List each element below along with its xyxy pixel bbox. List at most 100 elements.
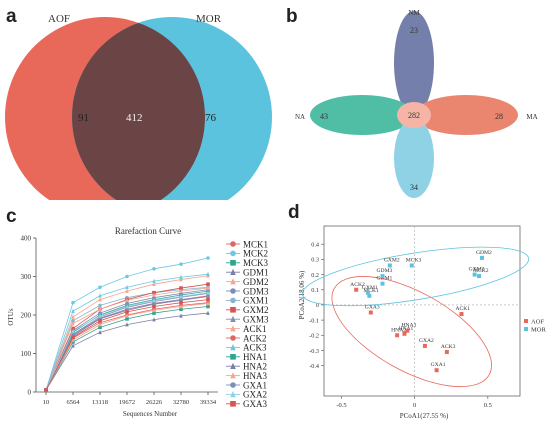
data-point <box>98 322 102 327</box>
series-hna1 <box>44 304 210 392</box>
data-point <box>98 297 102 302</box>
panel-label-b: b <box>286 6 298 27</box>
legend-marker <box>230 260 236 266</box>
data-point <box>125 288 129 293</box>
y-tick-label: 400 <box>21 235 32 243</box>
legend-marker <box>230 250 236 257</box>
data-point <box>179 307 183 312</box>
x-tick-label: 0 <box>413 402 416 409</box>
legend-marker <box>230 362 236 369</box>
venn-set-label-aof: AOF <box>48 13 70 25</box>
data-point <box>71 337 75 342</box>
data-point <box>206 271 210 276</box>
data-point <box>152 297 156 303</box>
data-point <box>98 325 102 330</box>
data-point <box>71 308 75 313</box>
point-label: ACK3 <box>441 344 456 350</box>
petal-name-ma: MA <box>526 113 537 121</box>
legend-label: GDM1 <box>243 268 269 278</box>
venn-count-mor-only: 76 <box>205 112 217 124</box>
panel-label-a: a <box>6 6 17 27</box>
venn-overlap-region <box>72 17 205 200</box>
y-tick-label: 0.1 <box>311 287 319 294</box>
legend-label: GXA3 <box>243 399 267 409</box>
point-label: GXM1 <box>362 285 378 291</box>
petal-name-nm: NM <box>408 9 420 17</box>
legend-label: ACK1 <box>243 324 267 334</box>
panel-b-flower-venn: b NM 23 MA 28 MM 34 NA 43 282 <box>286 6 538 198</box>
data-point <box>125 297 129 303</box>
flower-center <box>397 102 431 128</box>
series-ack3 <box>44 271 210 392</box>
plot-frame <box>323 225 521 397</box>
data-point <box>152 317 156 322</box>
data-point-ack1 <box>459 312 464 317</box>
legend-label: MOR <box>531 326 546 333</box>
legend-item-hna2: HNA2 <box>226 362 267 372</box>
legend-marker <box>230 325 236 332</box>
venn-count-aof-only: 91 <box>78 112 89 124</box>
legend-item-ack3: ACK3 <box>226 343 267 353</box>
data-point <box>206 285 210 290</box>
petal-nm <box>394 11 434 115</box>
legend-marker <box>524 327 528 331</box>
x-axis-label: PCoA1(27.55 %) <box>400 412 449 420</box>
venn-set-label-mor: MOR <box>196 13 222 25</box>
data-point <box>98 313 102 318</box>
data-point <box>71 321 75 326</box>
data-point <box>206 310 210 315</box>
y-tick-label: 200 <box>21 312 32 320</box>
data-point-hna1 <box>402 331 407 336</box>
data-point-hna2 <box>395 333 400 338</box>
x-tick-label: -0.5 <box>336 402 346 409</box>
legend-marker <box>230 401 236 407</box>
legend-marker <box>230 315 236 322</box>
petal-value-ma: 28 <box>495 112 503 121</box>
legend-item-mck1: MCK1 <box>226 239 268 249</box>
point-label: GXA2 <box>419 338 434 344</box>
data-point <box>125 284 129 290</box>
data-point-ack2 <box>354 287 359 292</box>
data-point <box>152 292 156 297</box>
data-point <box>71 328 75 333</box>
point-label: GXM3 <box>469 267 485 273</box>
data-point <box>179 297 183 302</box>
y-tick-label: 0 <box>316 302 319 309</box>
flower-center-value: 282 <box>408 111 420 120</box>
point-label: MCK3 <box>406 257 422 263</box>
legend-item-gxm1: GXM1 <box>226 296 269 306</box>
legend-label: ACK3 <box>243 343 267 353</box>
legend-label: HNA2 <box>243 362 267 372</box>
data-point <box>44 388 48 392</box>
point-label: GDM1 <box>377 276 393 282</box>
data-point <box>125 301 129 306</box>
y-tick-label: 0.3 <box>311 257 319 264</box>
data-point <box>152 267 156 271</box>
y-tick-label: 0 <box>28 389 32 397</box>
legend-label: MCK1 <box>243 239 268 249</box>
data-point-gxm2 <box>387 263 392 268</box>
data-point-gxa1 <box>434 368 439 373</box>
panel-d-pcoa-chart: d PCoA1(27.55 %) PCoA2(18.06 %) -0.4 -0.3… <box>288 202 546 420</box>
legend-label: AOF <box>531 318 544 325</box>
data-point <box>179 274 183 280</box>
data-point-gdm2 <box>479 255 484 260</box>
point-label: GXM2 <box>384 257 400 263</box>
data-point <box>206 301 210 306</box>
data-point <box>206 304 210 309</box>
legend-marker <box>230 278 236 285</box>
x-tick-label: 10 <box>43 399 50 406</box>
legend-label: MCK3 <box>243 258 269 268</box>
legend-item-gdm3: GDM3 <box>226 286 269 296</box>
legend-label: HNA3 <box>243 371 267 381</box>
data-point <box>206 297 210 302</box>
data-point <box>125 313 129 318</box>
plot-area: -0.4 -0.3 -0.2 -0.1 0 0.1 0.2 0.3 0.4 -0.5 0 0.5 ACK… <box>301 225 530 409</box>
legend-marker <box>230 372 236 379</box>
x-tick-label: 0.5 <box>484 402 492 409</box>
data-point <box>98 293 102 298</box>
y-tick-label: 0.2 <box>311 272 319 279</box>
point-label: ACK1 <box>455 306 470 312</box>
legend-item-ack1: ACK1 <box>226 324 267 334</box>
point-label: HNA2 <box>391 327 406 333</box>
